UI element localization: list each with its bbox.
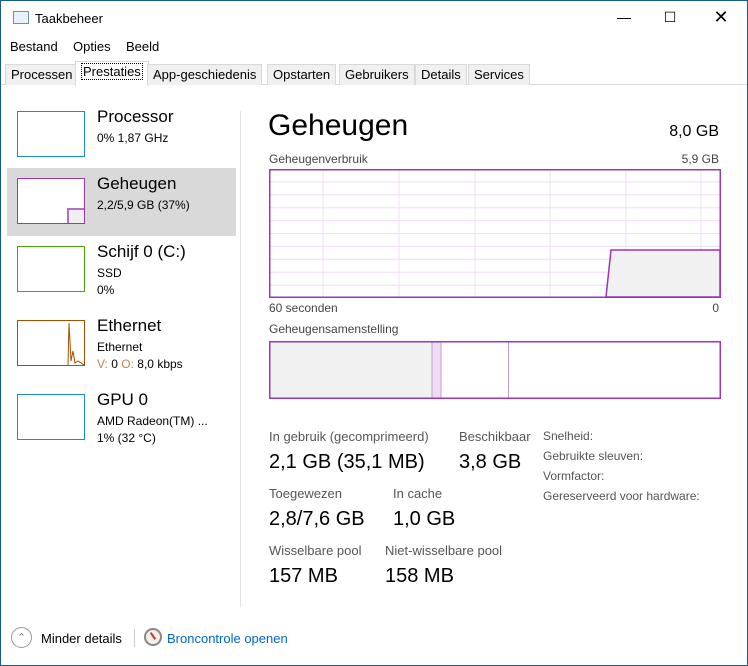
sidebar-item-gpu[interactable]: GPU 0 AMD Radeon(TM) ... 1% (32 °C) — [7, 384, 236, 452]
tab-services[interactable]: Services — [468, 64, 530, 85]
close-button[interactable]: ✕ — [713, 7, 729, 27]
sidebar-item-ethernet[interactable]: Ethernet Ethernet V: 0 O: 8,0 kbps — [7, 310, 236, 378]
item-detail: 1% (32 °C) — [97, 431, 156, 445]
item-detail: SSD — [97, 266, 122, 280]
sidebar-item-schijf[interactable]: Schijf 0 (C:) SSD 0% — [7, 236, 236, 304]
memory-composition-bar — [269, 341, 721, 399]
footer: ⌃ Minder details Broncontrole openen — [1, 623, 747, 653]
usage-graph-max: 5,9 GB — [681, 152, 719, 166]
graph-border — [269, 169, 721, 298]
slots-label: Gebruikte sleuven: — [543, 449, 644, 463]
sidebar-item-processor[interactable]: Processor 0% 1,87 GHz — [7, 101, 236, 169]
paged-pool-label: Wisselbare pool — [269, 543, 362, 558]
menu-beeld[interactable]: Beeld — [126, 39, 160, 54]
available-value: 3,8 GB — [459, 451, 522, 473]
item-detail: Ethernet — [97, 340, 143, 354]
time-right-label: 0 — [712, 301, 719, 315]
less-details-button[interactable]: Minder details — [41, 631, 122, 646]
chevron-up-icon[interactable]: ⌃ — [11, 627, 32, 648]
tab-bar: Processen Prestaties App-geschiedenis Op… — [1, 61, 747, 86]
time-left-label: 60 seconden — [269, 301, 338, 315]
divider — [240, 111, 241, 607]
tab-processen[interactable]: Processen — [5, 64, 79, 85]
hardware-reserved-label: Gereserveerd voor hardware: — [543, 489, 700, 503]
memory-usage-area — [605, 249, 721, 298]
composition-segment-modified — [431, 341, 442, 399]
page-title: Geheugen — [268, 109, 409, 142]
divider — [134, 629, 135, 647]
item-name: Ethernet — [97, 316, 162, 335]
paged-pool-value: 157 MB — [269, 565, 338, 587]
tab-opstarten[interactable]: Opstarten — [267, 64, 337, 85]
sidebar-item-geheugen[interactable]: Geheugen 2,2/5,9 GB (37%) — [7, 168, 236, 236]
composition-segment-in-use — [269, 341, 433, 399]
title-bar: Taakbeheer — ☐ ✕ — [1, 1, 747, 35]
usage-graph-label: Geheugenverbruik — [269, 152, 368, 166]
item-detail: V: 0 O: 8,0 kbps — [97, 357, 183, 371]
item-name: Geheugen — [97, 174, 177, 193]
minimize-button[interactable]: — — [617, 9, 631, 25]
tab-details[interactable]: Details — [415, 64, 467, 85]
memory-thumbnail-graph — [17, 178, 85, 224]
committed-value: 2,8/7,6 GB — [269, 508, 365, 530]
menu-opties[interactable]: Opties — [73, 39, 111, 54]
item-name: Processor — [97, 107, 174, 126]
task-manager-icon — [13, 11, 29, 24]
tab-app-geschiedenis[interactable]: App-geschiedenis — [147, 64, 263, 85]
tab-gebruikers[interactable]: Gebruikers — [339, 64, 415, 85]
disk-thumbnail-graph — [17, 246, 85, 292]
in-use-value: 2,1 GB (35,1 MB) — [269, 451, 425, 473]
cached-label: In cache — [393, 486, 443, 501]
item-detail: AMD Radeon(TM) ... — [97, 414, 208, 428]
composition-border — [269, 341, 721, 399]
form-factor-label: Vormfactor: — [543, 469, 605, 483]
total-memory: 8,0 GB — [669, 123, 719, 140]
item-detail: 2,2/5,9 GB (37%) — [97, 198, 190, 212]
item-detail: 0% 1,87 GHz — [97, 131, 169, 145]
tab-prestaties[interactable]: Prestaties — [75, 61, 149, 86]
in-use-label: In gebruik (gecomprimeerd) — [269, 429, 429, 444]
item-detail: 0% — [97, 283, 115, 297]
composition-label: Geheugensamenstelling — [269, 322, 399, 336]
resource-monitor-icon — [144, 628, 162, 646]
ethernet-thumbnail-graph — [17, 320, 85, 366]
gpu-thumbnail-graph — [17, 394, 85, 440]
menu-bestand[interactable]: Bestand — [10, 39, 58, 54]
open-resource-monitor-link[interactable]: Broncontrole openen — [167, 631, 288, 646]
item-name: Schijf 0 (C:) — [97, 242, 186, 261]
cached-value: 1,0 GB — [393, 508, 456, 530]
available-label: Beschikbaar — [459, 429, 531, 444]
processor-thumbnail-graph — [17, 111, 85, 157]
item-name: GPU 0 — [97, 390, 149, 409]
maximize-button[interactable]: ☐ — [663, 9, 677, 25]
committed-label: Toegewezen — [269, 486, 342, 501]
nonpaged-pool-value: 158 MB — [385, 565, 454, 587]
nonpaged-pool-label: Niet-wisselbare pool — [385, 543, 503, 558]
memory-usage-graph — [269, 169, 721, 298]
speed-label: Snelheid: — [543, 429, 594, 443]
composition-segment-standby — [440, 341, 509, 399]
window-title: Taakbeheer — [35, 11, 103, 26]
composition-segment-free — [508, 341, 721, 399]
